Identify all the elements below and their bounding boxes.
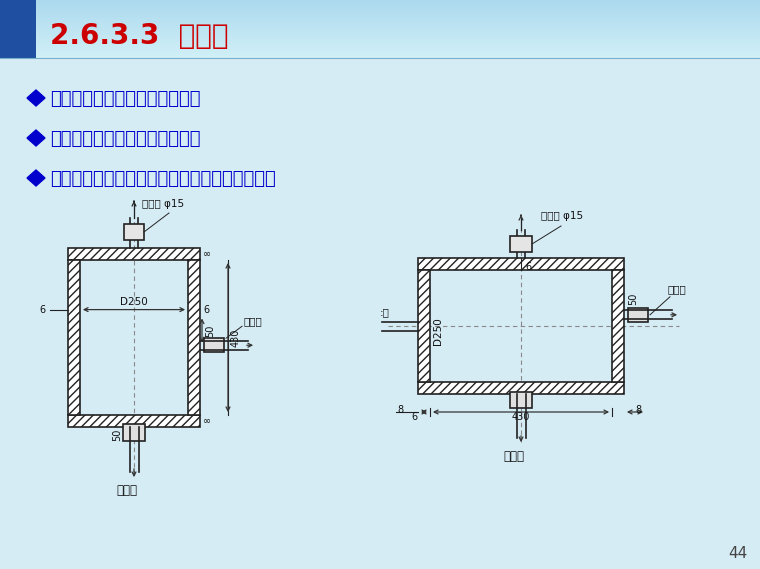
Text: 44: 44 (728, 546, 748, 562)
Text: 分离、积聚和排除系统内的空气: 分离、积聚和排除系统内的空气 (50, 90, 201, 108)
Polygon shape (27, 170, 45, 186)
Text: 集气罐用短钉管两端封堵制成。立式和卧式之分: 集气罐用短钉管两端封堵制成。立式和卧式之分 (50, 170, 276, 188)
Text: 进水口: 进水口 (244, 316, 263, 326)
Text: 6: 6 (525, 262, 531, 272)
Text: 430: 430 (231, 328, 241, 347)
Text: D250: D250 (433, 317, 443, 345)
Text: 6: 6 (203, 304, 209, 315)
Text: 6: 6 (411, 412, 417, 422)
Text: 50: 50 (112, 429, 122, 441)
Text: ∞: ∞ (203, 249, 211, 259)
Text: :口: :口 (380, 307, 390, 317)
Bar (204, 338, 224, 352)
Bar (418, 258, 624, 270)
Bar (124, 224, 144, 240)
Bar (0, 0, 36, 58)
Bar (123, 424, 145, 441)
Text: 8: 8 (635, 405, 641, 415)
Bar (68, 248, 200, 260)
Text: 位置：管道的高点和设备的上方: 位置：管道的高点和设备的上方 (50, 130, 201, 148)
Polygon shape (27, 130, 45, 146)
Bar (188, 260, 200, 415)
Text: D250: D250 (120, 296, 148, 307)
Text: 50: 50 (628, 292, 638, 305)
Bar (418, 270, 430, 382)
Text: 进水口: 进水口 (668, 284, 687, 294)
Bar (68, 260, 80, 415)
Text: 50: 50 (205, 324, 215, 337)
Bar (418, 382, 624, 394)
Text: 6: 6 (39, 304, 45, 315)
Text: 430: 430 (511, 412, 530, 422)
Text: 2.6.3.3  集气罐: 2.6.3.3 集气罐 (50, 22, 229, 50)
Bar (510, 236, 532, 252)
Text: 8: 8 (397, 405, 403, 415)
Text: ∞: ∞ (203, 416, 211, 426)
Bar (68, 415, 200, 427)
Bar (628, 308, 648, 322)
Bar (510, 392, 532, 408)
Bar (612, 270, 624, 382)
Polygon shape (27, 90, 45, 106)
Text: 出水口: 出水口 (116, 484, 137, 497)
Text: 放气管 φ15: 放气管 φ15 (541, 211, 583, 221)
Text: 出水口: 出水口 (503, 450, 524, 463)
Text: 放气管 φ15: 放气管 φ15 (142, 199, 184, 209)
